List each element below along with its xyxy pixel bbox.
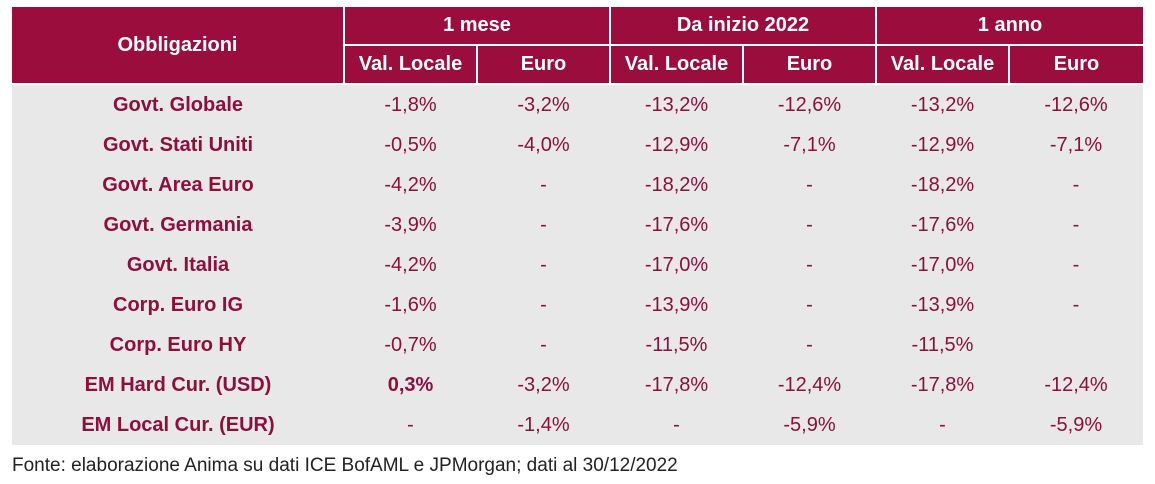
group-header-1-mese: 1 mese <box>344 7 611 46</box>
value-cell: -7,1% <box>743 125 876 165</box>
value-cell: -4,2% <box>344 245 477 285</box>
value-cell: -3,2% <box>477 84 610 125</box>
value-cell: -12,6% <box>1009 84 1144 125</box>
value-cell: -17,8% <box>876 365 1009 405</box>
value-cell: - <box>1009 165 1144 205</box>
value-cell: -11,5% <box>876 325 1009 365</box>
group-header-1-anno: 1 anno <box>876 7 1144 46</box>
value-cell: - <box>477 285 610 325</box>
table-row: EM Hard Cur. (USD) 0,3% -3,2% -17,8% -12,4% -… <box>12 365 1144 405</box>
value-cell: -4,2% <box>344 165 477 205</box>
value-cell: - <box>743 325 876 365</box>
row-label: Govt. Stati Uniti <box>12 125 344 165</box>
value-cell: - <box>1009 205 1144 245</box>
value-cell: -17,6% <box>876 205 1009 245</box>
subcol-header: Euro <box>743 45 877 85</box>
value-cell: -11,5% <box>610 325 743 365</box>
row-label: Govt. Germania <box>12 205 344 245</box>
value-cell: - <box>477 205 610 245</box>
table-row: Corp. Euro HY -0,7% - -11,5% - -11,5% <box>12 325 1144 365</box>
value-cell: - <box>1009 245 1144 285</box>
table-row: Govt. Globale -1,8% -3,2% -13,2% -12,6% -13,2… <box>12 84 1144 125</box>
value-cell: -1,6% <box>344 285 477 325</box>
value-cell: -3,2% <box>477 365 610 405</box>
value-cell: -17,8% <box>610 365 743 405</box>
value-cell: -13,2% <box>876 84 1009 125</box>
value-cell: - <box>477 165 610 205</box>
row-label: EM Local Cur. (EUR) <box>12 405 344 445</box>
subcol-header: Euro <box>1009 45 1144 85</box>
value-cell: - <box>477 245 610 285</box>
table-row: Govt. Germania -3,9% - -17,6% - -17,6% - <box>12 205 1144 245</box>
value-cell: -18,2% <box>876 165 1009 205</box>
value-cell: - <box>477 325 610 365</box>
row-label: Govt. Area Euro <box>12 165 344 205</box>
table-body: Govt. Globale -1,8% -3,2% -13,2% -12,6% -13,2… <box>12 84 1144 445</box>
subcol-header: Euro <box>477 45 611 85</box>
table-row: Corp. Euro IG -1,6% - -13,9% - -13,9% - <box>12 285 1144 325</box>
value-cell: -13,2% <box>610 84 743 125</box>
value-cell: -17,0% <box>610 245 743 285</box>
source-note: Fonte: elaborazione Anima su dati ICE Bo… <box>12 455 678 476</box>
row-label-header: Obbligazioni <box>12 7 345 85</box>
row-label: Govt. Globale <box>12 84 344 125</box>
value-cell: - <box>344 405 477 445</box>
table-row: EM Local Cur. (EUR) - -1,4% - -5,9% - -5,9% <box>12 405 1144 445</box>
value-cell: -5,9% <box>1009 405 1144 445</box>
value-cell: - <box>743 205 876 245</box>
value-cell: -12,4% <box>743 365 876 405</box>
value-cell: -0,7% <box>344 325 477 365</box>
value-cell: - <box>876 405 1009 445</box>
group-header-ytd: Da inizio 2022 <box>610 7 877 46</box>
table-row: Govt. Stati Uniti -0,5% -4,0% -12,9% -7,1% -1… <box>12 125 1144 165</box>
table-row: Govt. Italia -4,2% - -17,0% - -17,0% - <box>12 245 1144 285</box>
value-cell: -13,9% <box>876 285 1009 325</box>
value-cell: -5,9% <box>743 405 876 445</box>
row-label: Govt. Italia <box>12 245 344 285</box>
value-cell: - <box>1009 285 1144 325</box>
value-cell: - <box>743 245 876 285</box>
subcol-header: Val. Locale <box>610 45 744 85</box>
value-cell: 0,3% <box>344 365 477 405</box>
row-label: EM Hard Cur. (USD) <box>12 365 344 405</box>
value-cell <box>1009 325 1144 365</box>
value-cell: -13,9% <box>610 285 743 325</box>
value-cell: - <box>610 405 743 445</box>
value-cell: -12,9% <box>610 125 743 165</box>
value-cell: -7,1% <box>1009 125 1144 165</box>
value-cell: -4,0% <box>477 125 610 165</box>
value-cell: - <box>743 285 876 325</box>
value-cell: -17,6% <box>610 205 743 245</box>
row-label: Corp. Euro IG <box>12 285 344 325</box>
table-row: Govt. Area Euro -4,2% - -18,2% - -18,2% - <box>12 165 1144 205</box>
value-cell: -3,9% <box>344 205 477 245</box>
value-cell: - <box>743 165 876 205</box>
value-cell: -1,8% <box>344 84 477 125</box>
value-cell: -12,6% <box>743 84 876 125</box>
header-row-groups: Obbligazioni 1 mese Da inizio 2022 1 ann… <box>12 7 1144 85</box>
value-cell: -12,4% <box>1009 365 1144 405</box>
value-cell: -0,5% <box>344 125 477 165</box>
subcol-header: Val. Locale <box>876 45 1010 85</box>
value-cell: -17,0% <box>876 245 1009 285</box>
row-label: Corp. Euro HY <box>12 325 344 365</box>
subcol-header: Val. Locale <box>344 45 478 85</box>
value-cell: -18,2% <box>610 165 743 205</box>
header-row-subcols: Val. Locale Euro Val. Locale Euro Val. L… <box>12 45 1144 85</box>
bond-returns-table: Obbligazioni 1 mese Da inizio 2022 1 ann… <box>12 7 1144 445</box>
value-cell: -12,9% <box>876 125 1009 165</box>
value-cell: -1,4% <box>477 405 610 445</box>
